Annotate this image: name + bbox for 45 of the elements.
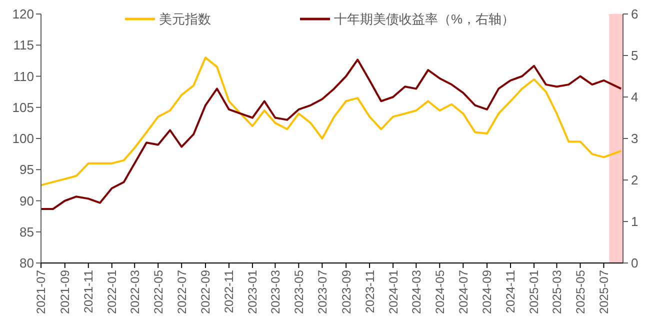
x-tick-label: 2024-07 [456, 270, 470, 314]
x-tick-label: 2022-07 [174, 270, 189, 314]
x-tick-label: 2024-05 [432, 270, 447, 314]
x-tick-label: 2025-05 [573, 270, 588, 314]
x-tick-label: 2022-11 [222, 270, 236, 314]
y-tick-label: 85 [20, 224, 34, 240]
x-tick-label: 2022-09 [198, 270, 213, 314]
x-tick-label: 2025-03 [550, 270, 564, 314]
x-tick-label: 2025-01 [527, 270, 542, 314]
y2-tick-label: 0 [631, 256, 638, 271]
line-series [40, 58, 622, 210]
y2-tick-label: 3 [631, 131, 638, 146]
x-tick-label: 2024-03 [409, 270, 424, 314]
y-tick-label: 100 [12, 131, 34, 146]
x-tick-label: 2025-07 [596, 270, 611, 314]
x-tick-label: 2024-11 [504, 270, 518, 314]
x-tick-label: 2023-03 [268, 270, 282, 314]
x-tick-label: 2021-07 [34, 270, 48, 314]
x-tick-label: 2022-01 [105, 270, 120, 314]
x-tick-label: 2021-11 [82, 270, 96, 314]
x-tick-label: 2024-09 [480, 270, 494, 314]
y2-tick-label: 5 [631, 48, 638, 64]
y-tick-label: 120 [12, 6, 34, 22]
x-tick-label: 2021-09 [58, 270, 72, 314]
x-tick-label: 2023-01 [246, 270, 260, 314]
legend-label: 十年期美债收益率（%，右轴） [334, 12, 515, 27]
x-tick-label: 2022-05 [151, 270, 166, 314]
legend-label: 美元指数 [159, 12, 211, 27]
x-tick-label: 2023-05 [292, 270, 306, 314]
y-tick-label: 80 [20, 256, 34, 271]
line-series [40, 56, 622, 186]
y-tick-label: 105 [12, 100, 34, 115]
x-tick-label: 2024-01 [386, 270, 400, 314]
x-tick-label: 2023-09 [339, 270, 354, 314]
y-tick-label: 110 [13, 68, 34, 84]
y2-tick-label: 1 [631, 214, 638, 230]
y-tick-label: 95 [20, 162, 34, 178]
y-tick-label: 90 [20, 193, 34, 208]
x-tick-label: 2023-11 [362, 270, 377, 314]
x-tick-label: 2022-03 [128, 270, 142, 314]
y2-tick-label: 2 [631, 172, 638, 188]
y-tick-label: 115 [13, 38, 34, 53]
x-tick-label: 2023-07 [315, 270, 330, 314]
y2-tick-label: 6 [631, 6, 638, 22]
y2-tick-label: 4 [631, 90, 638, 105]
